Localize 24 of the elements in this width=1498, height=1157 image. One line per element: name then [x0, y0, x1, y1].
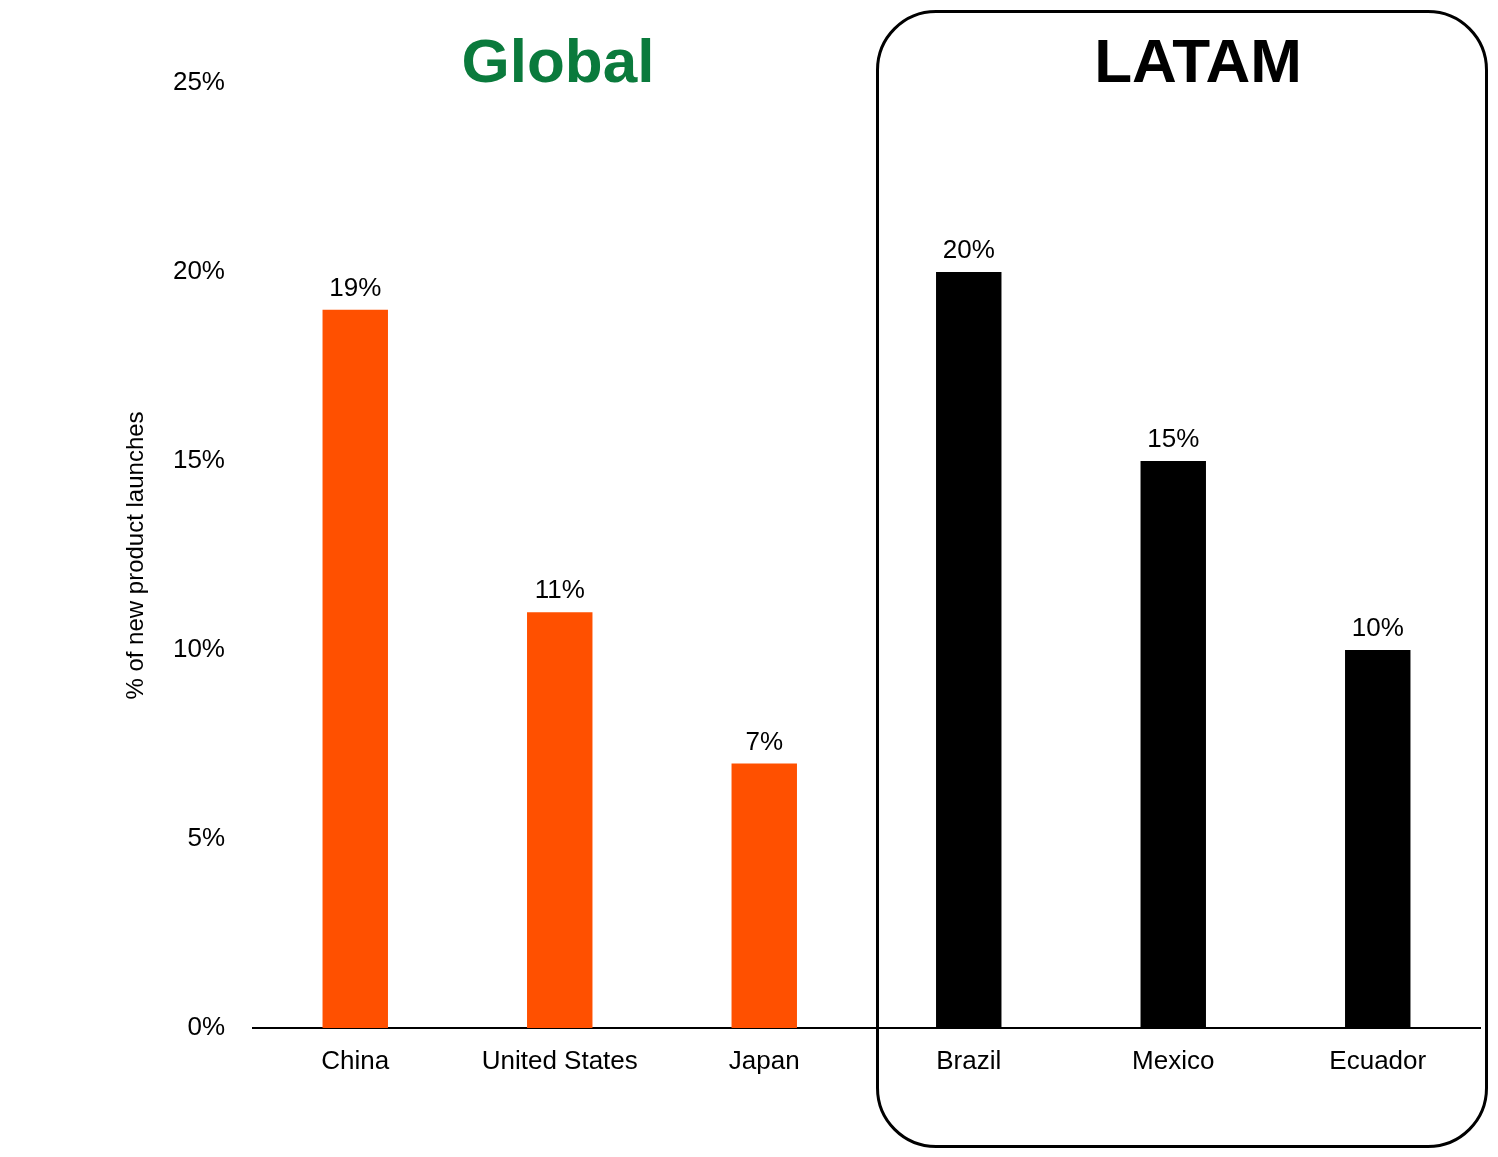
x-tick-label: China	[321, 1044, 390, 1075]
x-tick-label: United States	[481, 1044, 638, 1075]
y-tick-label: 15%	[172, 444, 225, 475]
data-label: 10%	[1351, 612, 1404, 643]
data-label: 7%	[745, 725, 784, 756]
bar	[322, 309, 388, 1028]
bar	[527, 612, 593, 1028]
data-label: 20%	[942, 234, 995, 265]
y-axis-title: % of new product launches	[121, 411, 149, 700]
y-tick-label: 25%	[172, 66, 225, 97]
annotation: Global	[460, 26, 656, 96]
x-tick-label: Ecuador	[1329, 1044, 1427, 1075]
data-label: 11%	[534, 574, 585, 605]
x-tick-label: Japan	[728, 1044, 800, 1075]
annotation: LATAM	[1093, 26, 1303, 96]
x-tick-label: Brazil	[936, 1044, 1002, 1075]
y-tick-label: 0%	[187, 1011, 225, 1042]
y-tick-label: 20%	[172, 255, 225, 286]
bar	[731, 763, 797, 1028]
y-tick-label: 10%	[172, 633, 225, 664]
data-label: 19%	[329, 271, 382, 302]
data-label: 15%	[1147, 423, 1200, 454]
x-tick-label: Mexico	[1132, 1044, 1215, 1075]
y-tick-label: 5%	[187, 822, 225, 853]
